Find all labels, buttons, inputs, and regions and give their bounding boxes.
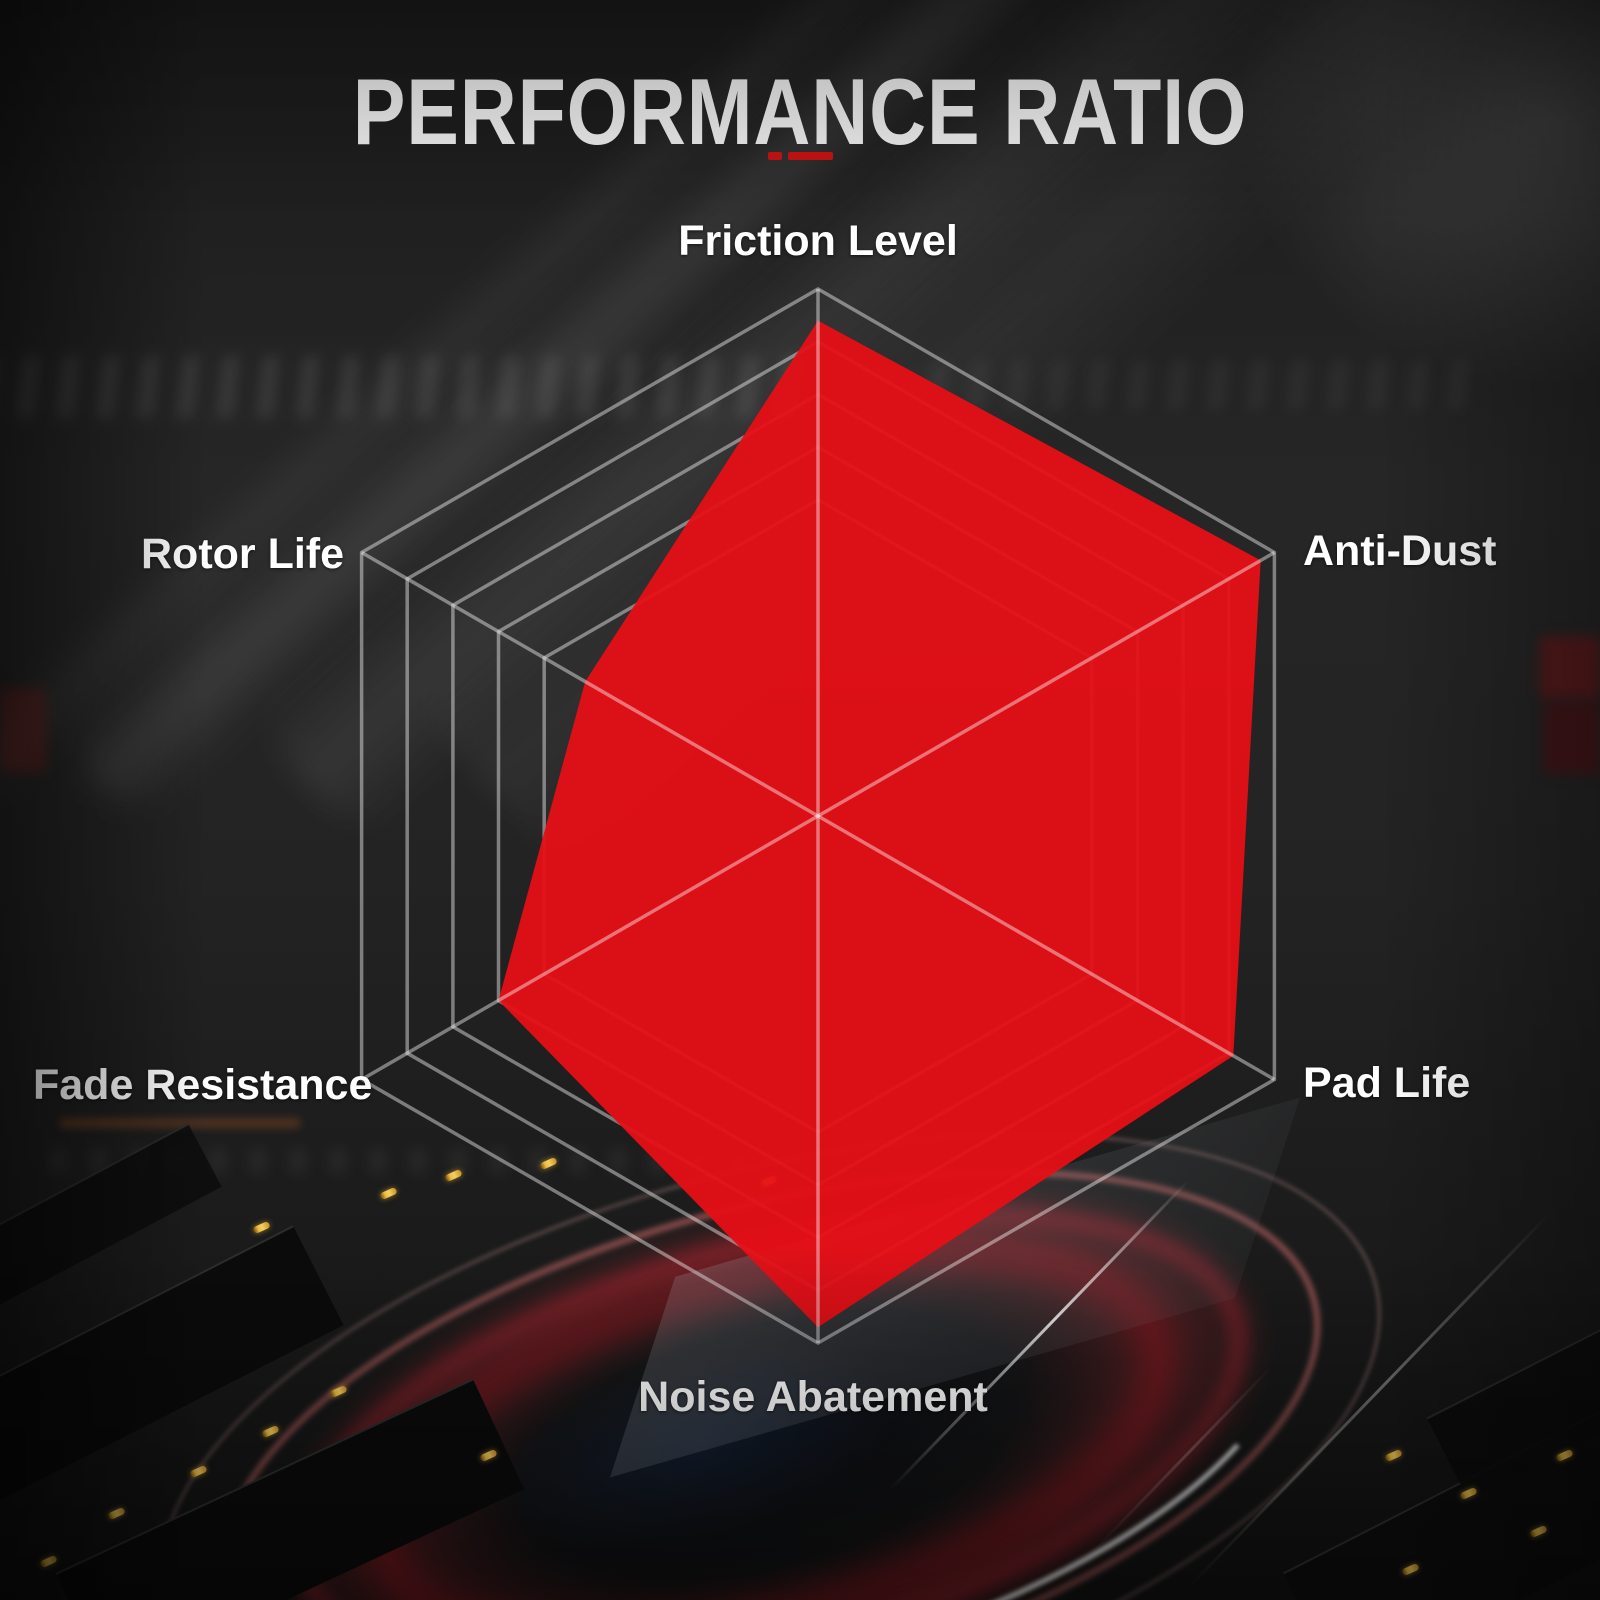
axis-label-friction-level: Friction Level xyxy=(678,217,958,265)
axis-label-noise-abatement: Noise Abatement xyxy=(638,1373,988,1421)
page-title: PERFORMANCE RATIO xyxy=(352,59,1248,164)
axis-label-rotor-life: Rotor Life xyxy=(141,530,345,578)
title-underline-long xyxy=(788,152,833,160)
axis-label-anti-dust: Anti-Dust xyxy=(1303,527,1497,575)
axis-label-pad-life: Pad Life xyxy=(1303,1059,1471,1107)
title-underline-short xyxy=(768,152,782,160)
axis-label-fade-resistance: Fade Resistance xyxy=(33,1061,373,1109)
radar-data-polygon xyxy=(498,320,1261,1328)
